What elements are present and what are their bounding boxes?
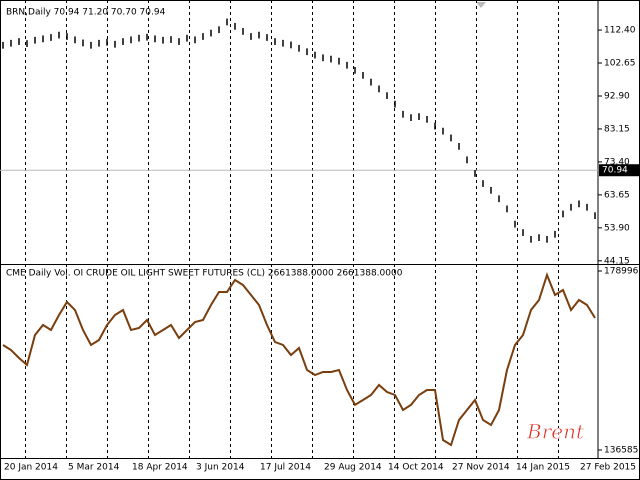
x-tick-label: 27 Nov 2014 xyxy=(452,463,510,473)
y-tick-label: 102.65 xyxy=(604,59,636,69)
separators xyxy=(25,0,559,458)
y-tick-label: 83.15 xyxy=(604,124,630,134)
y-tick-label: 1365853 xyxy=(604,446,640,456)
x-tick-label: 29 Aug 2014 xyxy=(324,463,382,473)
y-tick-label: 112.40 xyxy=(604,26,636,36)
x-tick-label: 14 Jan 2015 xyxy=(516,463,570,473)
indicator-line xyxy=(2,272,596,447)
indicator-title: CME Daily Vol. OI CRUDE OIL LIGHT SWEET … xyxy=(6,269,403,279)
y-tick-label: 1789967 xyxy=(604,267,640,277)
y-tick-label: 73.40 xyxy=(604,157,630,167)
x-tick-label: 17 Jul 2014 xyxy=(260,463,311,473)
shift-marker xyxy=(476,2,486,8)
watermark: Brent xyxy=(526,420,585,444)
last-price-box xyxy=(599,164,639,177)
x-tick-label: 14 Oct 2014 xyxy=(388,463,444,473)
y-tick-label: 44.15 xyxy=(604,256,630,266)
y-tick-label: 92.90 xyxy=(604,91,630,101)
price-title: BRN,Daily 70.94 71.20 70.70 70.94 xyxy=(6,8,166,18)
x-tick-label: 3 Jun 2014 xyxy=(196,463,245,473)
x-tick-label: 20 Jan 2014 xyxy=(4,463,58,473)
x-tick-label: 18 Apr 2014 xyxy=(132,463,188,473)
x-tick-label: 5 Mar 2014 xyxy=(68,463,120,473)
y-tick-label: 53.90 xyxy=(604,223,630,233)
y-tick-label: 63.65 xyxy=(604,190,630,200)
x-tick-label: 27 Feb 2015 xyxy=(580,463,636,473)
last-price-label: 70.94 xyxy=(602,166,628,176)
